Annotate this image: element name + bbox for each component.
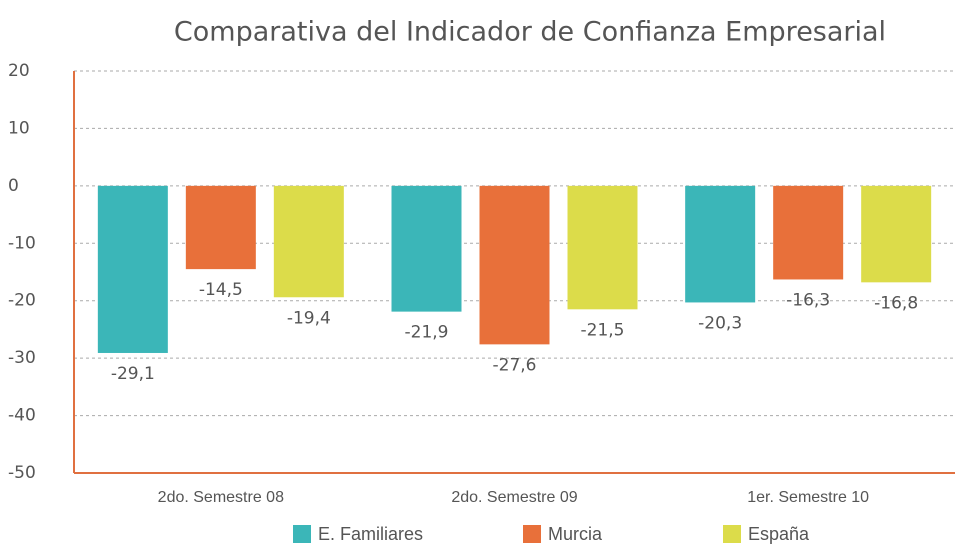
bar <box>685 185 756 303</box>
legend-label: España <box>748 524 810 544</box>
bar <box>185 185 256 270</box>
x-tick-label: 1er. Semestre 10 <box>747 489 869 506</box>
value-label: -21,5 <box>581 320 625 340</box>
bar <box>97 185 168 353</box>
bar <box>773 185 844 280</box>
y-tick-label: -50 <box>8 463 36 483</box>
legend-swatch <box>293 525 311 543</box>
y-tick-label: 10 <box>8 118 30 138</box>
value-label: -16,8 <box>874 293 918 313</box>
value-label: -21,9 <box>405 323 449 343</box>
legend-label: Murcia <box>548 524 603 544</box>
y-tick-label: 0 <box>8 176 19 196</box>
value-label: -27,6 <box>493 355 537 375</box>
value-label: -20,3 <box>698 313 742 333</box>
x-tick-label: 2do. Semestre 08 <box>158 489 284 506</box>
legend-swatch <box>523 525 541 543</box>
legend-swatch <box>723 525 741 543</box>
y-tick-label: -30 <box>8 348 36 368</box>
bar <box>567 185 638 310</box>
value-label: -16,3 <box>786 290 830 310</box>
value-label: -29,1 <box>111 364 155 384</box>
y-tick-label: 20 <box>8 61 30 81</box>
y-tick-label: -40 <box>8 406 36 426</box>
bar <box>391 185 462 312</box>
x-tick-label: 2do. Semestre 09 <box>451 489 577 506</box>
bar <box>273 185 344 298</box>
y-tick-label: -10 <box>8 233 36 253</box>
legend-label: E. Familiares <box>318 524 423 544</box>
y-tick-label: -20 <box>8 291 36 311</box>
chart-title: Comparativa del Indicador de Confianza E… <box>174 17 886 48</box>
value-label: -14,5 <box>199 280 243 300</box>
bar <box>861 185 932 283</box>
bar <box>479 185 550 345</box>
value-label: -19,4 <box>287 308 331 328</box>
